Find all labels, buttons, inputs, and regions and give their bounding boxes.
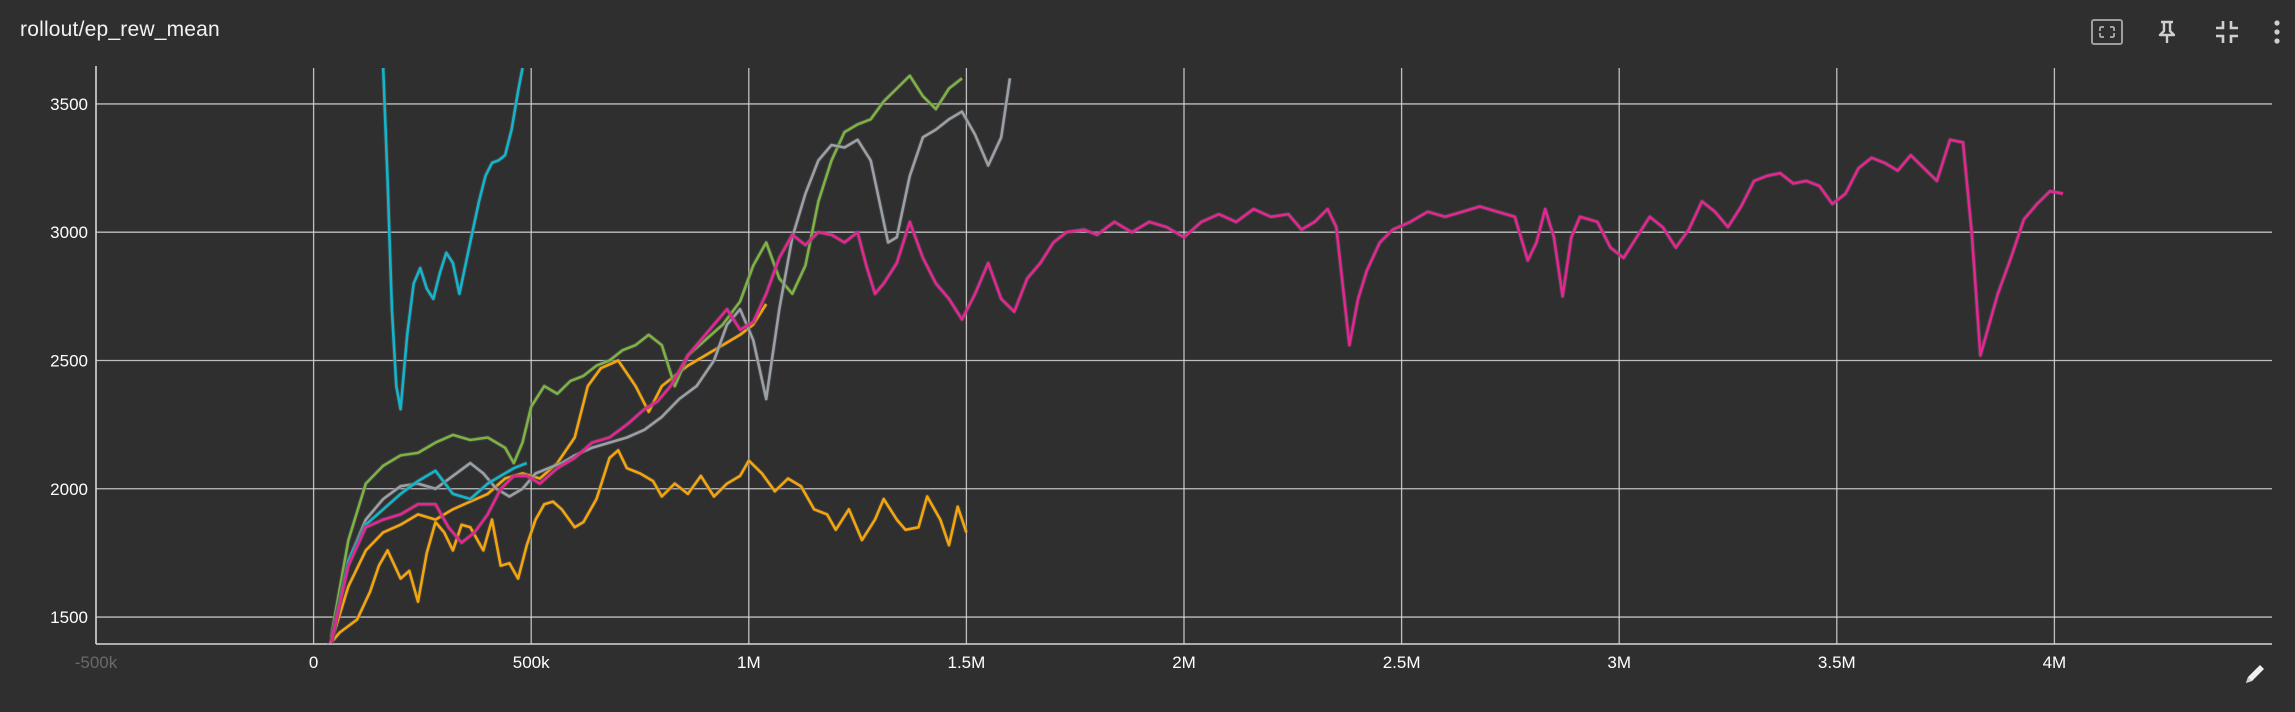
y-tick-label: 3000 <box>50 223 88 242</box>
series-6[interactable] <box>328 137 2064 644</box>
y-tick-label: 1500 <box>50 608 88 627</box>
series-line-shadow <box>328 137 2064 644</box>
fit-domain-icon[interactable] <box>2089 14 2125 50</box>
x-tick-label: 1.5M <box>948 653 986 672</box>
series-1[interactable] <box>328 302 769 644</box>
x-tick-label: 4M <box>2043 653 2067 672</box>
series-4[interactable] <box>328 461 528 644</box>
series-line[interactable] <box>381 68 524 411</box>
x-tick-label: 500k <box>513 653 550 672</box>
x-tick-label: -500k <box>75 653 118 672</box>
collapse-icon[interactable] <box>2209 14 2245 50</box>
pin-icon[interactable] <box>2149 14 2185 50</box>
x-tick-label: 1M <box>737 653 761 672</box>
y-tick-label: 2500 <box>50 351 88 370</box>
series-line[interactable] <box>329 138 2064 643</box>
edit-icon[interactable] <box>2241 660 2269 688</box>
series-line[interactable] <box>329 461 528 643</box>
series-line[interactable] <box>329 78 1012 643</box>
more-vert-icon[interactable] <box>2259 14 2295 50</box>
chart-title: rollout/ep_rew_mean <box>20 18 220 41</box>
x-tick-label: 3.5M <box>1818 653 1856 672</box>
series-2[interactable] <box>328 73 964 638</box>
series-line[interactable] <box>329 74 963 638</box>
series-0[interactable] <box>326 448 969 648</box>
x-tick-label: 2.5M <box>1383 653 1421 672</box>
x-tick-label: 0 <box>309 653 318 672</box>
y-tick-label: 2000 <box>50 480 88 499</box>
series-5[interactable] <box>380 68 525 412</box>
y-tick-label: 3500 <box>50 95 88 114</box>
x-tick-label: 3M <box>1607 653 1631 672</box>
x-tick-label: 2M <box>1172 653 1196 672</box>
series-3[interactable] <box>328 77 1013 644</box>
series-line[interactable] <box>329 303 768 644</box>
series-line[interactable] <box>327 449 968 648</box>
